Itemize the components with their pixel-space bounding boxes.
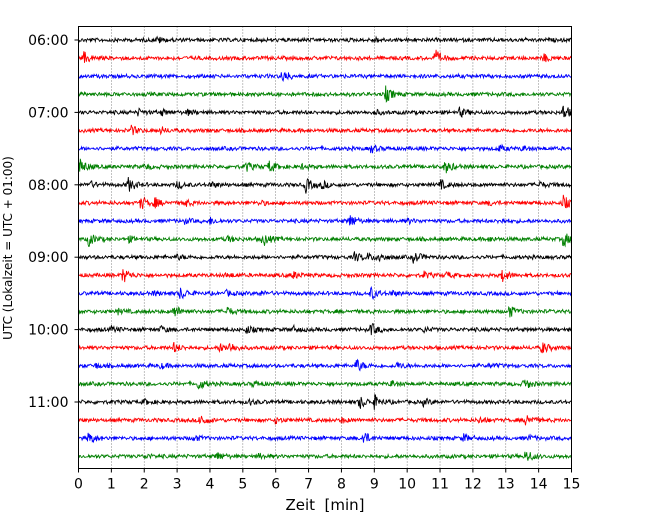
y-tick-label: 08:00 bbox=[28, 178, 68, 194]
x-tick-label: 15 bbox=[563, 477, 581, 493]
seismic-trace bbox=[78, 71, 572, 82]
x-axis-title: Zeit [min] bbox=[285, 496, 364, 514]
seismic-trace bbox=[78, 286, 572, 301]
y-axis-title: UTC (Lokalzeit = UTC + 01:00) bbox=[1, 156, 15, 340]
x-tick-label: 0 bbox=[74, 477, 83, 493]
seismic-trace bbox=[78, 251, 572, 264]
x-tick-label: 9 bbox=[370, 477, 379, 493]
seismic-trace bbox=[78, 124, 572, 136]
seismic-trace bbox=[78, 35, 572, 44]
x-tick-label: 6 bbox=[271, 477, 280, 493]
x-tick-label: 14 bbox=[530, 477, 548, 493]
seismic-trace bbox=[78, 158, 572, 174]
seismic-trace bbox=[78, 194, 572, 210]
seismic-trace bbox=[78, 143, 572, 154]
x-tick-label: 1 bbox=[107, 477, 116, 493]
seismic-trace bbox=[78, 49, 572, 63]
x-tick-label: 3 bbox=[173, 477, 182, 493]
seismic-trace bbox=[78, 432, 572, 444]
seismic-trace bbox=[78, 215, 572, 226]
seismic-trace bbox=[78, 341, 572, 354]
x-tick-label: 13 bbox=[497, 477, 515, 493]
seismic-trace bbox=[78, 323, 572, 336]
plot-frame bbox=[78, 26, 572, 469]
x-axis: 0 1 2 3 4 5 6 7 8 9 10 11 12 13 14 15 bbox=[74, 468, 581, 493]
y-tick-label: 11:00 bbox=[28, 395, 68, 411]
x-tick-label: 8 bbox=[337, 477, 346, 493]
y-tick-label: 10:00 bbox=[28, 323, 68, 339]
seismic-trace bbox=[78, 233, 572, 248]
trace-group bbox=[78, 35, 572, 461]
seismic-trace bbox=[78, 305, 572, 318]
seismic-trace bbox=[78, 269, 572, 283]
seismic-trace bbox=[78, 105, 572, 118]
seismic-trace bbox=[78, 85, 572, 103]
x-tick-label: 2 bbox=[140, 477, 149, 493]
y-tick-label: 09:00 bbox=[28, 250, 68, 266]
seismic-trace bbox=[78, 379, 572, 390]
seismic-trace bbox=[78, 393, 572, 410]
seismic-trace bbox=[78, 176, 572, 194]
y-tick-label: 07:00 bbox=[28, 105, 68, 121]
seismic-trace bbox=[78, 451, 572, 461]
y-tick-label: 06:00 bbox=[28, 33, 68, 49]
seismic-trace bbox=[78, 358, 572, 372]
x-tick-label: 5 bbox=[238, 477, 247, 493]
x-tick-label: 7 bbox=[304, 477, 313, 493]
seismic-trace bbox=[78, 415, 572, 426]
y-axis: 06:00 07:00 08:00 09:00 10:00 11:00 bbox=[28, 33, 79, 411]
x-tick-label: 11 bbox=[431, 477, 449, 493]
x-tick-label: 10 bbox=[398, 477, 416, 493]
x-tick-label: 12 bbox=[464, 477, 482, 493]
x-tick-label: 4 bbox=[206, 477, 215, 493]
